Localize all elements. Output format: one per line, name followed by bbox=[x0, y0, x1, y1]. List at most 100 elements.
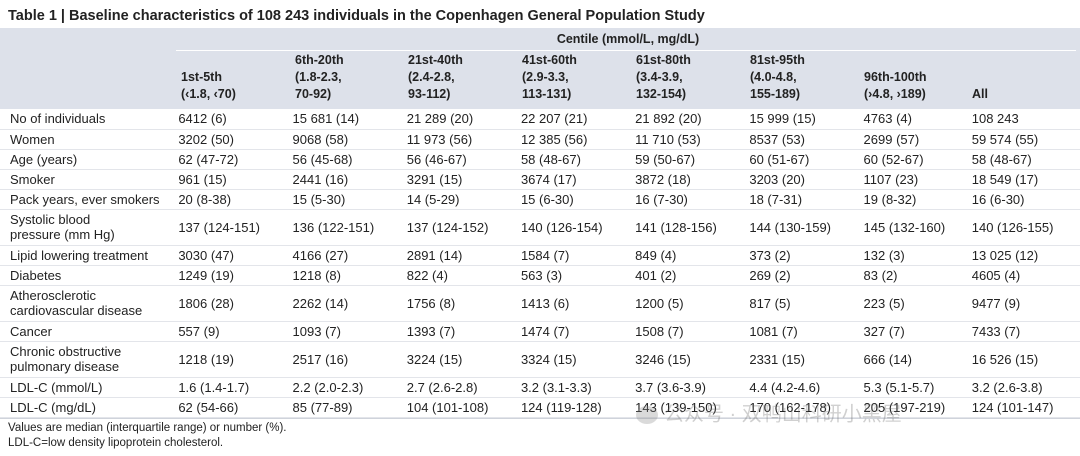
table-cell: 666 (14) bbox=[863, 341, 972, 378]
table-cell: 19 (8-32) bbox=[863, 189, 972, 210]
footnote-values: Values are median (interquartile range) … bbox=[8, 422, 287, 434]
row-label-line: LDL-C (mg/dL) bbox=[10, 399, 96, 415]
row-label-line: Systolic blood bbox=[10, 212, 91, 227]
table-cell: 327 (7) bbox=[863, 321, 972, 342]
column-header-1: 1st-5th (‹1.8, ‹70) bbox=[181, 52, 236, 103]
row-label-line: Atherosclerotic bbox=[10, 288, 96, 303]
row-label: Atherosclerotic cardiovascular disease bbox=[0, 285, 179, 322]
row-label: LDL-C (mmol/L) bbox=[0, 377, 179, 398]
table-cell: 20 (8-38) bbox=[178, 189, 293, 210]
table-cell: 3.2 (3.1-3.3) bbox=[520, 377, 636, 398]
table-cell: 2262 (14) bbox=[292, 285, 407, 322]
table-cell: 21 289 (20) bbox=[406, 109, 521, 130]
table-cell: 56 (46-67) bbox=[406, 149, 521, 170]
table-title: Table 1 | Baseline characteristics of 10… bbox=[8, 8, 705, 24]
table-cell: 1584 (7) bbox=[520, 245, 636, 266]
table-cell: 9477 (9) bbox=[971, 285, 1080, 322]
table-cell: 58 (48-67) bbox=[971, 149, 1080, 170]
table-cell: 15 681 (14) bbox=[292, 109, 407, 130]
row-label: Women bbox=[0, 129, 179, 150]
row-label-line: No of individuals bbox=[10, 111, 106, 127]
table-cell: 3030 (47) bbox=[178, 245, 293, 266]
column-header-line: (‹1.8, ‹70) bbox=[181, 87, 236, 101]
column-header-line: 96th-100th bbox=[864, 70, 927, 84]
row-label: Diabetes bbox=[0, 265, 179, 286]
table-cell: 1413 (6) bbox=[520, 285, 636, 322]
row-label: Lipid lowering treatment bbox=[0, 245, 179, 266]
table-cell: 59 (50-67) bbox=[635, 149, 750, 170]
column-header-line: 41st-60th bbox=[522, 53, 577, 67]
column-header-line: (4.0-4.8, bbox=[750, 70, 797, 84]
table-cell: 3324 (15) bbox=[520, 341, 636, 378]
table-row: Women 3202 (50) 9068 (58) 11 973 (56) 12 385… bbox=[0, 129, 1080, 150]
column-header-line: 93-112) bbox=[408, 87, 451, 101]
table-cell: 3.7 (3.6-3.9) bbox=[635, 377, 750, 398]
table-cell: 817 (5) bbox=[749, 285, 864, 322]
table-cell: 3872 (18) bbox=[635, 169, 750, 190]
table-cell: 563 (3) bbox=[520, 265, 636, 286]
table-cell: 58 (48-67) bbox=[520, 149, 636, 170]
row-label-line: Lipid lowering treatment bbox=[10, 247, 149, 263]
table-cell: 56 (45-68) bbox=[292, 149, 407, 170]
header-spacer bbox=[972, 52, 988, 69]
table-cell: 83 (2) bbox=[863, 265, 972, 286]
table-cell: 8537 (53) bbox=[749, 129, 864, 150]
table-cell: 15 999 (15) bbox=[749, 109, 864, 130]
table-cell: 7433 (7) bbox=[971, 321, 1080, 342]
table-bottom-rule bbox=[0, 418, 1080, 419]
table-row: Lipid lowering treatment 3030 (47) 4166 (2… bbox=[0, 245, 1080, 266]
table-cell: 1093 (7) bbox=[292, 321, 407, 342]
table-cell: 124 (101-147) bbox=[971, 397, 1080, 418]
table-cell: 15 (6-30) bbox=[520, 189, 636, 210]
header-spacer bbox=[972, 69, 988, 86]
table-cell: 170 (162-178) bbox=[749, 397, 864, 418]
column-header-line: 70-92) bbox=[295, 87, 332, 101]
table-cell: 104 (101-108) bbox=[406, 397, 521, 418]
row-label-line: Chronic obstructive bbox=[10, 344, 122, 359]
row-label-line: Women bbox=[10, 131, 55, 147]
table-cell: 13 025 (12) bbox=[971, 245, 1080, 266]
row-label: Age (years) bbox=[0, 149, 179, 170]
table-cell: 822 (4) bbox=[406, 265, 521, 286]
header-spacer bbox=[864, 52, 927, 69]
row-label: Chronic obstructive pulmonary disease bbox=[0, 341, 179, 378]
table-cell: 18 (7-31) bbox=[749, 189, 864, 210]
header-band bbox=[0, 28, 1080, 109]
column-header-line: (2.4-2.8, bbox=[408, 70, 455, 84]
table-cell: 11 973 (56) bbox=[406, 129, 521, 150]
row-label-line: LDL-C (mmol/L) bbox=[10, 379, 103, 395]
table-cell: 60 (51-67) bbox=[749, 149, 864, 170]
column-header-line: (3.4-3.9, bbox=[636, 70, 683, 84]
table-cell: 4.4 (4.2-4.6) bbox=[749, 377, 864, 398]
table-cell: 961 (15) bbox=[178, 169, 293, 190]
table-row: Smoker 961 (15) 2441 (16) 3291 (15) 3674 (17… bbox=[0, 169, 1080, 190]
column-header-line: 21st-40th bbox=[408, 53, 463, 67]
table-row: LDL-C (mmol/L) 1.6 (1.4-1.7) 2.2 (2.0-2.3)… bbox=[0, 377, 1080, 398]
row-label: Pack years, ever smokers bbox=[0, 189, 179, 210]
centile-label: Centile (mmol/L, mg/dL) bbox=[556, 32, 700, 46]
column-header-8: All bbox=[972, 52, 988, 103]
table-cell: 12 385 (56) bbox=[520, 129, 636, 150]
table-cell: 1474 (7) bbox=[520, 321, 636, 342]
table-cell: 1200 (5) bbox=[635, 285, 750, 322]
table-cell: 1.6 (1.4-1.7) bbox=[178, 377, 293, 398]
column-header-line: 155-189) bbox=[750, 87, 801, 101]
table-cell: 401 (2) bbox=[635, 265, 750, 286]
table-cell: 16 (6-30) bbox=[971, 189, 1080, 210]
table-cell: 5.3 (5.1-5.7) bbox=[863, 377, 972, 398]
row-label-line: Age (years) bbox=[10, 151, 78, 167]
table-cell: 136 (122-151) bbox=[292, 209, 407, 246]
row-label-line: Pack years, ever smokers bbox=[10, 191, 160, 207]
table-cell: 18 549 (17) bbox=[971, 169, 1080, 190]
table-cell: 143 (139-150) bbox=[635, 397, 750, 418]
column-header-2: 6th-20th (1.8-2.3, 70-92) bbox=[295, 52, 344, 103]
table-cell: 2891 (14) bbox=[406, 245, 521, 266]
table-cell: 1218 (8) bbox=[292, 265, 407, 286]
table-cell: 59 574 (55) bbox=[971, 129, 1080, 150]
table-row: Chronic obstructive pulmonary disease 1218… bbox=[0, 341, 1080, 378]
table-cell: 3.2 (2.6-3.8) bbox=[971, 377, 1080, 398]
table-row: Diabetes 1249 (19) 1218 (8) 822 (4) 563 (3) 4… bbox=[0, 265, 1080, 286]
table-cell: 4605 (4) bbox=[971, 265, 1080, 286]
table-cell: 11 710 (53) bbox=[635, 129, 750, 150]
